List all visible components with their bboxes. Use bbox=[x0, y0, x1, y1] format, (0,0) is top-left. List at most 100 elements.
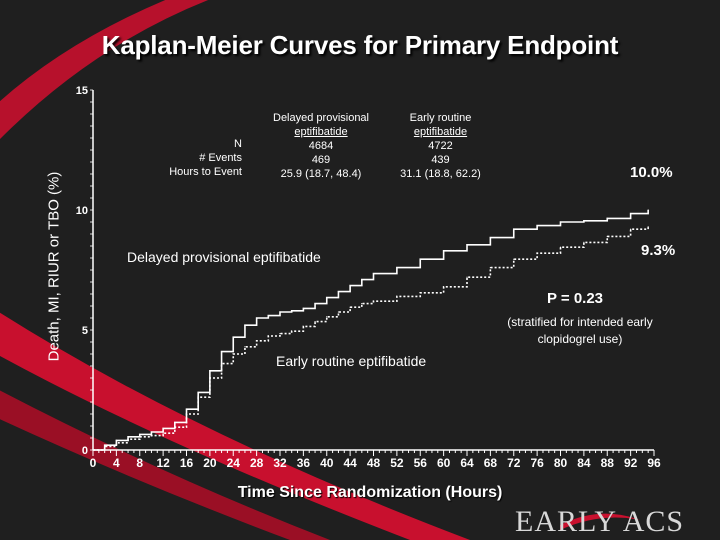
curve-point bbox=[326, 297, 328, 299]
curve-point bbox=[513, 258, 515, 260]
x-tick-label: 12 bbox=[156, 456, 170, 470]
x-tick-label: 44 bbox=[343, 456, 357, 470]
curve-point bbox=[419, 292, 421, 294]
curve-point bbox=[302, 325, 304, 327]
col-early-hours: 31.1 (18.8, 62.2) bbox=[400, 168, 481, 180]
slide-title: Kaplan-Meier Curves for Primary Endpoint bbox=[101, 30, 619, 60]
col-delayed-hours: 25.9 (18.7, 48.4) bbox=[280, 168, 362, 180]
curve-point bbox=[267, 335, 269, 337]
x-tick-label: 40 bbox=[320, 456, 334, 470]
curve-point bbox=[162, 427, 164, 429]
x-tick-label: 4 bbox=[113, 456, 120, 470]
curve-point bbox=[139, 433, 141, 435]
curve-point bbox=[232, 336, 234, 338]
curve-point bbox=[419, 258, 421, 260]
curve-point bbox=[536, 252, 538, 254]
curve-point bbox=[630, 228, 632, 230]
curve-point bbox=[337, 291, 340, 293]
curve-point bbox=[559, 221, 562, 223]
curve-point bbox=[513, 228, 515, 230]
curve-point bbox=[326, 316, 328, 318]
curve-point bbox=[630, 213, 632, 215]
curve-point bbox=[279, 311, 281, 313]
curve-point bbox=[647, 226, 649, 228]
y-tick-label: 10 bbox=[76, 205, 88, 217]
curve-point bbox=[115, 439, 117, 441]
curve-point bbox=[174, 421, 176, 423]
curve-point bbox=[139, 436, 141, 438]
x-tick-label: 92 bbox=[624, 456, 638, 470]
curve-point bbox=[220, 363, 223, 365]
curve-point bbox=[104, 444, 106, 446]
curve-point bbox=[232, 353, 234, 355]
y-tick-label: 5 bbox=[82, 325, 88, 337]
x-tick-label: 88 bbox=[601, 456, 615, 470]
curve-point bbox=[489, 267, 491, 269]
x-axis-label: Time Since Randomization (Hours) bbox=[237, 484, 503, 501]
curve-point bbox=[92, 449, 94, 451]
x-tick-label: 20 bbox=[203, 456, 217, 470]
curve-point bbox=[361, 303, 363, 305]
x-tick-label: 16 bbox=[180, 456, 194, 470]
curve-point bbox=[197, 391, 199, 393]
x-tick-label: 60 bbox=[437, 456, 451, 470]
p-value-note: (stratified for intended early clopidogr… bbox=[480, 314, 680, 348]
early-end-value: 9.3% bbox=[641, 242, 676, 259]
curve-point bbox=[244, 346, 246, 348]
curve-point bbox=[647, 209, 649, 211]
row-label-hours: Hours to Event bbox=[169, 166, 242, 178]
curve-point bbox=[209, 377, 211, 379]
p-value: P = 0.23 bbox=[546, 290, 604, 307]
y-tick-label: 0 bbox=[82, 445, 88, 457]
curve-point bbox=[174, 426, 176, 428]
curve-point bbox=[536, 225, 538, 227]
chart-axes: 0 4 8 12 16 20 24 28 32 36 40 44 48 52 56 60 64 68 72 76 80 8… bbox=[76, 85, 661, 470]
x-tick-label: 64 bbox=[460, 456, 474, 470]
row-label-events: # Events bbox=[199, 152, 242, 164]
chart-curves bbox=[92, 209, 649, 451]
curve-point bbox=[185, 413, 188, 415]
table-row-labels: N # Events Hours to Event bbox=[150, 137, 242, 179]
curve-point bbox=[115, 442, 117, 444]
swoosh-top bbox=[0, 0, 209, 140]
x-tick-label: 52 bbox=[390, 456, 404, 470]
delayed-curve-label: Delayed provisional eptifibatide bbox=[127, 249, 321, 265]
table-col-early: Early routine eptifibatide 4722 439 31.1… bbox=[383, 111, 498, 181]
early-acs-logo: EARLY ACS bbox=[515, 505, 685, 538]
curve-point bbox=[559, 246, 562, 248]
x-tick-label: 0 bbox=[90, 456, 97, 470]
curve-point bbox=[220, 351, 223, 353]
curve-point bbox=[443, 250, 445, 252]
x-tick-label: 24 bbox=[227, 456, 241, 470]
curve-point bbox=[279, 333, 281, 335]
curve-point bbox=[466, 244, 468, 246]
curve-point bbox=[396, 295, 398, 297]
y-axis-label: Death, MI, RIUR or TBO (%) bbox=[45, 171, 63, 362]
curve-point bbox=[256, 317, 258, 319]
x-tick-label: 48 bbox=[367, 456, 381, 470]
curve-point bbox=[127, 438, 129, 440]
table-col-delayed: Delayed provisional eptifibatide 4684 46… bbox=[255, 111, 387, 181]
curve-point bbox=[127, 436, 129, 438]
x-tick-label: 72 bbox=[507, 456, 521, 470]
x-tick-label: 56 bbox=[414, 456, 428, 470]
curve-point bbox=[291, 330, 293, 332]
curve-point bbox=[466, 276, 468, 278]
curve-point bbox=[291, 310, 293, 312]
x-tick-label: 68 bbox=[484, 456, 498, 470]
curve-point bbox=[372, 273, 375, 275]
curve-point bbox=[244, 324, 246, 326]
x-tick-label: 80 bbox=[554, 456, 568, 470]
col-early-header-2: eptifibatide bbox=[413, 126, 468, 138]
curve-point bbox=[372, 300, 375, 302]
curve-point bbox=[349, 285, 351, 287]
early-curve-label: Early routine eptifibatide bbox=[276, 353, 427, 369]
curve-point bbox=[583, 241, 585, 243]
curve-point bbox=[162, 432, 164, 434]
x-tick-label: 36 bbox=[297, 456, 311, 470]
curve-point bbox=[349, 306, 351, 308]
curve-point bbox=[267, 315, 269, 317]
